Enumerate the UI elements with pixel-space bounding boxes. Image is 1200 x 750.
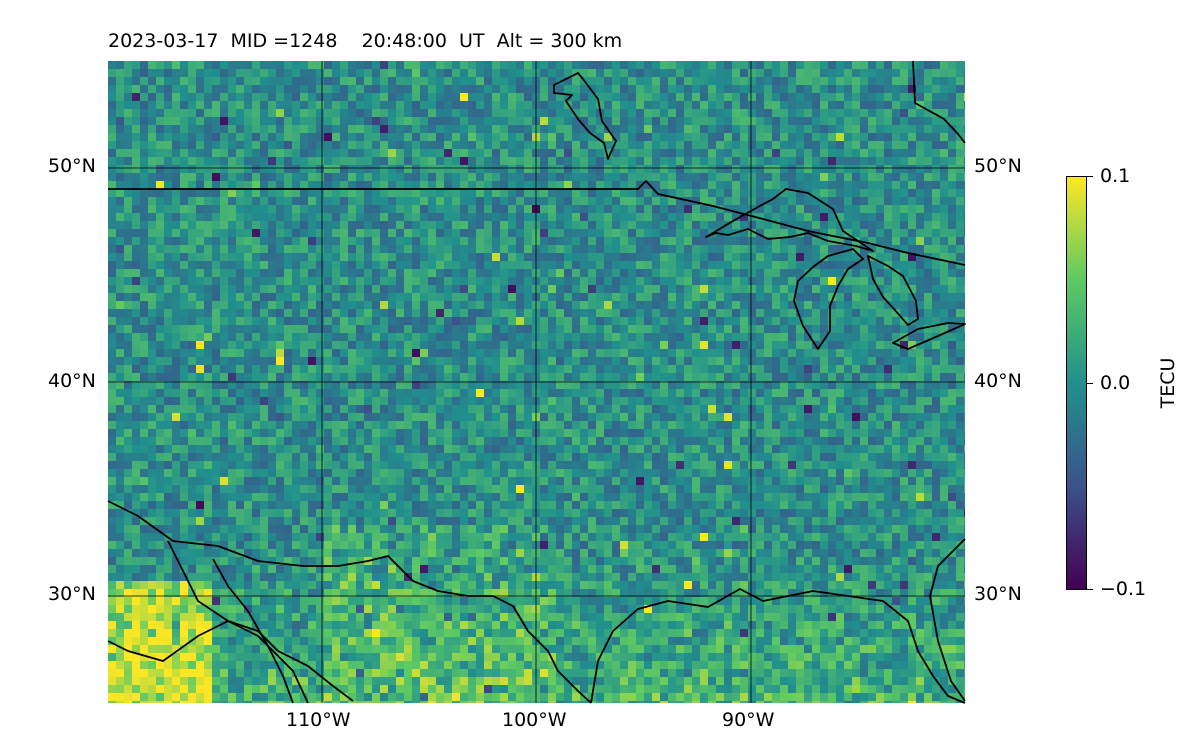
lon-tick-label-110w: 110°W [286, 709, 351, 731]
map-overlay [107, 60, 966, 704]
us-mexico-border [107, 500, 592, 704]
coastlines-borders [107, 60, 966, 704]
florida-coast [929, 538, 966, 702]
lat-tick-label-50n-right: 50°N [974, 155, 1022, 177]
lat-tick-label-40n-left: 40°N [48, 370, 96, 392]
colorbar-tick-bottom [1087, 589, 1093, 590]
colorbar-title: TECU [1157, 357, 1179, 409]
gulf-coast-east [590, 588, 966, 704]
map-title: 2023-03-17 MID =1248 20:48:00 UT Alt = 3… [108, 30, 623, 52]
lon-tick-label-100w: 100°W [502, 709, 567, 731]
lat-tick-label-30n-left: 30°N [48, 583, 96, 605]
hudson-bay-coast [912, 60, 966, 144]
lat-tick-label-30n-right: 30°N [974, 583, 1022, 605]
lake-erie-ontario [892, 322, 966, 350]
lat-tick-label-50n-left: 50°N [48, 155, 96, 177]
lake-michigan [793, 248, 864, 350]
tec-map [107, 60, 966, 704]
us-canada-border [108, 180, 966, 266]
colorbar-tick-label-max: 0.1 [1100, 165, 1131, 187]
lat-tick-label-40n-right: 40°N [974, 370, 1022, 392]
colorbar-tick-mid [1087, 383, 1093, 384]
colorbar-tick-top [1087, 176, 1093, 177]
lon-tick-label-90w: 90°W [722, 709, 775, 731]
baja-inner-coast [167, 540, 309, 704]
lake-huron [867, 255, 919, 326]
lake-winnipeg [553, 72, 617, 160]
colorbar-tick-label-zero: 0.0 [1100, 372, 1131, 394]
baja-gulf-coast [107, 620, 354, 702]
grid-lines [108, 61, 965, 703]
colorbar-tick-label-min: −0.1 [1100, 578, 1147, 600]
colorbar [1066, 176, 1087, 590]
lake-superior [705, 188, 874, 252]
mexico-inner-coast [212, 558, 294, 704]
